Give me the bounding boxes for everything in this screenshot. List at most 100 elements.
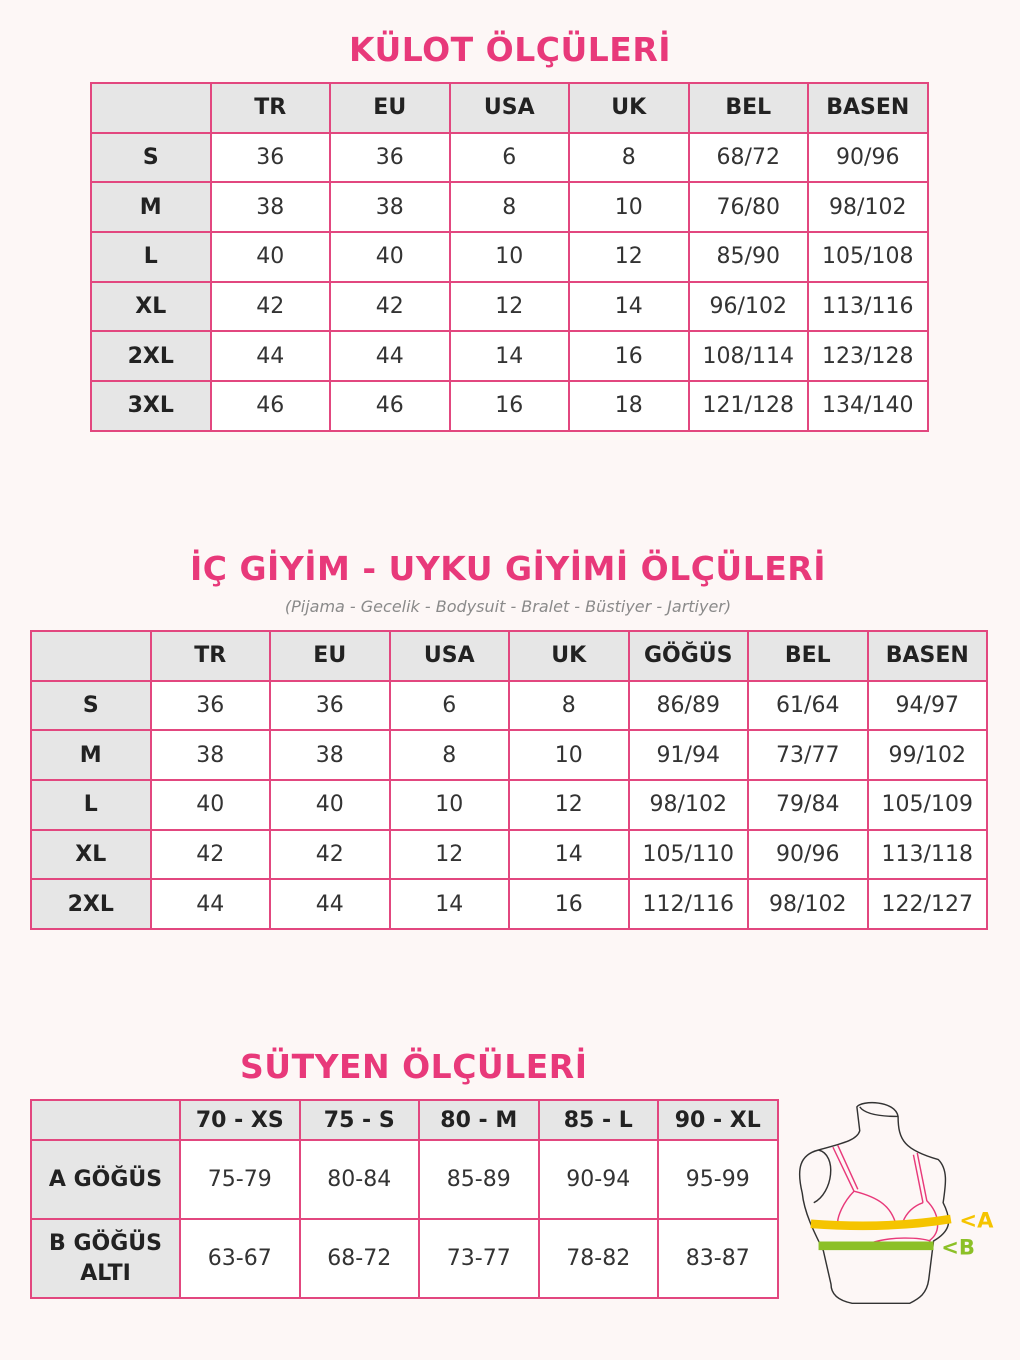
table-cell: 38: [269, 729, 391, 782]
table-row: A GÖĞÜS 75-79 80-84 85-89 90-94 95-99: [30, 1139, 779, 1220]
table-cell: 46: [329, 380, 451, 432]
table-cell: 6: [388, 679, 510, 732]
row-header: B GÖĞÜS ALTI: [30, 1218, 181, 1299]
table-cell: 14: [388, 878, 510, 931]
table-cell: 12: [388, 828, 510, 881]
table-cell: 90/96: [747, 828, 869, 881]
table-cell: 98/102: [627, 779, 749, 831]
table-cell: 10: [388, 779, 510, 831]
table-cell: 8: [508, 679, 630, 732]
table-cell: 98/102: [807, 181, 929, 234]
column-header: EU: [269, 630, 391, 682]
table-row: 2XL 44 44 14 16 108/114 123/128: [90, 330, 929, 383]
table-cell: 14: [448, 330, 570, 383]
table-cell: 10: [448, 231, 570, 283]
header-row: TR EU USA UK BEL BASEN: [90, 82, 929, 134]
kulot-size-table: TR EU USA UK BEL BASEN S 36 36 6 8 68/72 90/96 M 38 38 8…: [90, 82, 929, 432]
table-row: M 38 38 8 10 76/80 98/102: [90, 181, 929, 234]
table-cell: 94/97: [866, 679, 988, 732]
table-cell: 8: [568, 131, 690, 184]
table-cell: 98/102: [747, 878, 869, 931]
table-cell: 40: [209, 231, 331, 283]
table-row: S 36 36 6 8 86/89 61/64 94/97: [30, 679, 988, 732]
table-cell: 73-77: [418, 1218, 540, 1299]
table-cell: 99/102: [866, 729, 988, 782]
table-cell: 122/127: [866, 878, 988, 931]
column-header: [90, 82, 212, 134]
table-cell: 95-99: [657, 1139, 779, 1220]
table-cell: 90/96: [807, 131, 929, 184]
header-row: 70 - XS 75 - S 80 - M 85 - L 90 - XL: [30, 1099, 779, 1141]
table-cell: 38: [329, 181, 451, 234]
mannequin-icon: <A <B: [798, 1101, 994, 1305]
table-row: S 36 36 6 8 68/72 90/96: [90, 131, 929, 184]
table-cell: 16: [508, 878, 630, 931]
table-cell: 73/77: [747, 729, 869, 782]
table-cell: 90-94: [537, 1139, 659, 1220]
table-cell: 40: [269, 779, 391, 831]
table-row: 3XL 46 46 16 18 121/128 134/140: [90, 380, 929, 432]
table-cell: 42: [329, 280, 451, 333]
table-cell: 36: [149, 679, 271, 732]
column-header: UK: [508, 630, 630, 682]
column-header: GÖĞÜS: [627, 630, 749, 682]
column-header: BEL: [747, 630, 869, 682]
row-header: 3XL: [90, 380, 212, 432]
ic-giyim-title: İÇ GİYİM - UYKU GİYİMİ ÖLÇÜLERİ: [189, 549, 826, 588]
row-header: L: [30, 779, 152, 831]
table-row: M 38 38 8 10 91/94 73/77 99/102: [30, 729, 988, 782]
band-a: [810, 1214, 952, 1231]
column-header: 70 - XS: [179, 1099, 301, 1141]
column-header: UK: [568, 82, 690, 134]
table-cell: 8: [448, 181, 570, 234]
table-cell: 40: [149, 779, 271, 831]
column-header: 80 - M: [418, 1099, 540, 1141]
table-cell: 44: [149, 878, 271, 931]
table-cell: 79/84: [747, 779, 869, 831]
row-header: M: [30, 729, 152, 782]
table-cell: 42: [209, 280, 331, 333]
table-cell: 10: [508, 729, 630, 782]
row-header: M: [90, 181, 212, 234]
table-cell: 75-79: [179, 1139, 301, 1220]
table-cell: 91/94: [627, 729, 749, 782]
row-header: S: [30, 679, 152, 732]
table-cell: 86/89: [627, 679, 749, 732]
table-cell: 6: [448, 131, 570, 184]
header-row: TR EU USA UK GÖĞÜS BEL BASEN: [30, 630, 988, 682]
table-cell: 83-87: [657, 1218, 779, 1299]
bra-measurement-diagram: <A <B: [785, 1095, 1015, 1320]
column-header: USA: [388, 630, 510, 682]
table-cell: 44: [269, 878, 391, 931]
table-cell: 121/128: [687, 380, 809, 432]
table-cell: 12: [508, 779, 630, 831]
column-header: [30, 1099, 181, 1141]
column-header: BEL: [687, 82, 809, 134]
table-cell: 61/64: [747, 679, 869, 732]
table-cell: 105/109: [866, 779, 988, 831]
row-header: XL: [90, 280, 212, 333]
table-cell: 42: [269, 828, 391, 881]
table-cell: 38: [209, 181, 331, 234]
table-cell: 112/116: [627, 878, 749, 931]
table-cell: 42: [149, 828, 271, 881]
table-cell: 85-89: [418, 1139, 540, 1220]
table-cell: 68/72: [687, 131, 809, 184]
column-header: TR: [149, 630, 271, 682]
table-cell: 10: [568, 181, 690, 234]
table-cell: 105/110: [627, 828, 749, 881]
table-cell: 46: [209, 380, 331, 432]
table-cell: 76/80: [687, 181, 809, 234]
column-header: 85 - L: [537, 1099, 659, 1141]
table-cell: 134/140: [807, 380, 929, 432]
table-cell: 68-72: [298, 1218, 420, 1299]
row-header: A GÖĞÜS: [30, 1139, 181, 1220]
table-cell: 44: [329, 330, 451, 383]
row-header: L: [90, 231, 212, 283]
row-header: 2XL: [90, 330, 212, 383]
table-cell: 12: [568, 231, 690, 283]
table-cell: 113/116: [807, 280, 929, 333]
table-cell: 36: [329, 131, 451, 184]
column-header: 75 - S: [298, 1099, 420, 1141]
table-cell: 8: [388, 729, 510, 782]
